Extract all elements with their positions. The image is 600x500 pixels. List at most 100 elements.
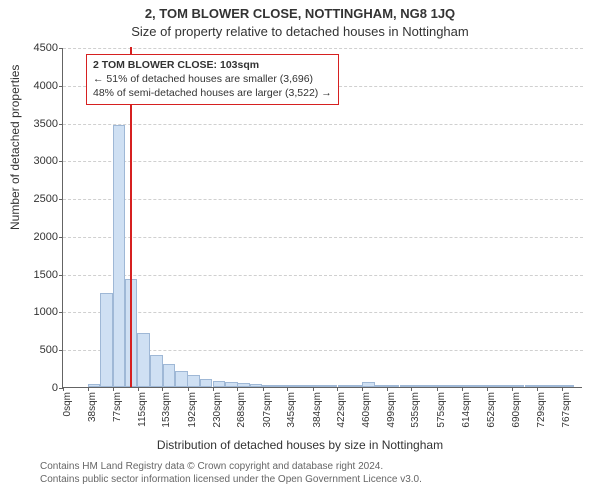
y-tick-label: 1000 [18, 306, 58, 318]
y-tick-label: 1500 [18, 269, 58, 281]
footer-line-2: Contains public sector information licen… [40, 473, 422, 486]
x-tick-label: 690sqm [511, 392, 522, 442]
x-tick-label: 384sqm [312, 392, 323, 442]
annotation-line-1: 2 TOM BLOWER CLOSE: 103sqm [93, 58, 332, 72]
x-tick-label: 575sqm [436, 392, 447, 442]
histogram-bar [187, 375, 199, 387]
x-tick-label: 767sqm [561, 392, 572, 442]
x-tick-label: 268sqm [236, 392, 247, 442]
histogram-bar [525, 385, 537, 387]
histogram-bar [250, 384, 262, 387]
annotation-box: 2 TOM BLOWER CLOSE: 103sqm← 51% of detac… [86, 54, 339, 105]
gridline [63, 124, 583, 125]
x-tick-label: 115sqm [137, 392, 148, 442]
histogram-bar [137, 333, 149, 387]
gridline [63, 275, 583, 276]
x-tick-label: 729sqm [536, 392, 547, 442]
histogram-bar [487, 385, 499, 387]
histogram-bar [537, 385, 549, 387]
histogram-bar [425, 385, 437, 387]
y-tick-mark [59, 312, 63, 313]
histogram-bar [437, 385, 449, 387]
x-tick-mark [437, 387, 438, 391]
y-tick-label: 4500 [18, 42, 58, 54]
x-tick-mark [162, 387, 163, 391]
y-tick-label: 500 [18, 344, 58, 356]
histogram-bar [163, 364, 175, 387]
histogram-bar [225, 382, 237, 387]
x-tick-mark [63, 387, 64, 391]
chart-container: 2, TOM BLOWER CLOSE, NOTTINGHAM, NG8 1JQ… [0, 0, 600, 500]
x-tick-mark [487, 387, 488, 391]
x-tick-mark [411, 387, 412, 391]
histogram-bar [562, 385, 574, 387]
y-tick-label: 0 [18, 382, 58, 394]
histogram-bar [237, 383, 249, 387]
y-tick-label: 3500 [18, 118, 58, 130]
y-tick-mark [59, 237, 63, 238]
histogram-bar [175, 371, 187, 387]
x-tick-label: 77sqm [112, 392, 123, 442]
x-tick-mark [462, 387, 463, 391]
x-tick-mark [387, 387, 388, 391]
gridline [63, 199, 583, 200]
y-tick-label: 2000 [18, 231, 58, 243]
gridline [63, 237, 583, 238]
x-tick-label: 0sqm [62, 392, 73, 442]
y-tick-mark [59, 86, 63, 87]
chart-title: Size of property relative to detached ho… [0, 24, 600, 39]
histogram-bar [475, 385, 487, 387]
histogram-bar [512, 385, 524, 387]
x-tick-label: 652sqm [486, 392, 497, 442]
histogram-bar [88, 384, 100, 387]
y-tick-mark [59, 275, 63, 276]
x-tick-label: 153sqm [161, 392, 172, 442]
y-tick-mark [59, 199, 63, 200]
x-tick-mark [562, 387, 563, 391]
x-tick-mark [362, 387, 363, 391]
histogram-bar [100, 293, 112, 387]
x-tick-label: 460sqm [361, 392, 372, 442]
x-tick-label: 307sqm [262, 392, 273, 442]
footer-line-1: Contains HM Land Registry data © Crown c… [40, 460, 422, 473]
histogram-bar [449, 385, 461, 387]
x-tick-mark [113, 387, 114, 391]
annotation-line-3: 48% of semi-detached houses are larger (… [93, 86, 332, 100]
x-tick-label: 499sqm [386, 392, 397, 442]
histogram-bar [262, 385, 274, 387]
annotation-line-2: ← 51% of detached houses are smaller (3,… [93, 72, 332, 86]
x-tick-label: 192sqm [187, 392, 198, 442]
x-tick-mark [287, 387, 288, 391]
x-tick-label: 38sqm [87, 392, 98, 442]
y-tick-label: 2500 [18, 193, 58, 205]
chart-supertitle: 2, TOM BLOWER CLOSE, NOTTINGHAM, NG8 1JQ [0, 6, 600, 21]
x-tick-mark [512, 387, 513, 391]
y-tick-mark [59, 48, 63, 49]
x-tick-label: 345sqm [286, 392, 297, 442]
histogram-bar [113, 125, 125, 387]
histogram-bar [325, 385, 337, 387]
y-tick-label: 3000 [18, 155, 58, 167]
x-tick-mark [237, 387, 238, 391]
x-tick-mark [537, 387, 538, 391]
histogram-bar [213, 381, 225, 387]
histogram-bar [462, 385, 474, 387]
histogram-bar [150, 355, 162, 387]
y-tick-mark [59, 161, 63, 162]
histogram-bar [549, 385, 561, 387]
histogram-bar [312, 385, 324, 387]
gridline [63, 161, 583, 162]
histogram-bar [350, 385, 362, 387]
histogram-bar [338, 385, 350, 387]
gridline [63, 312, 583, 313]
footer-attribution: Contains HM Land Registry data © Crown c… [40, 460, 422, 486]
x-tick-mark [88, 387, 89, 391]
x-tick-mark [138, 387, 139, 391]
x-tick-label: 535sqm [410, 392, 421, 442]
x-tick-mark [213, 387, 214, 391]
y-tick-mark [59, 124, 63, 125]
histogram-bar [200, 379, 212, 387]
gridline [63, 48, 583, 49]
histogram-bar [288, 385, 300, 387]
x-tick-mark [188, 387, 189, 391]
